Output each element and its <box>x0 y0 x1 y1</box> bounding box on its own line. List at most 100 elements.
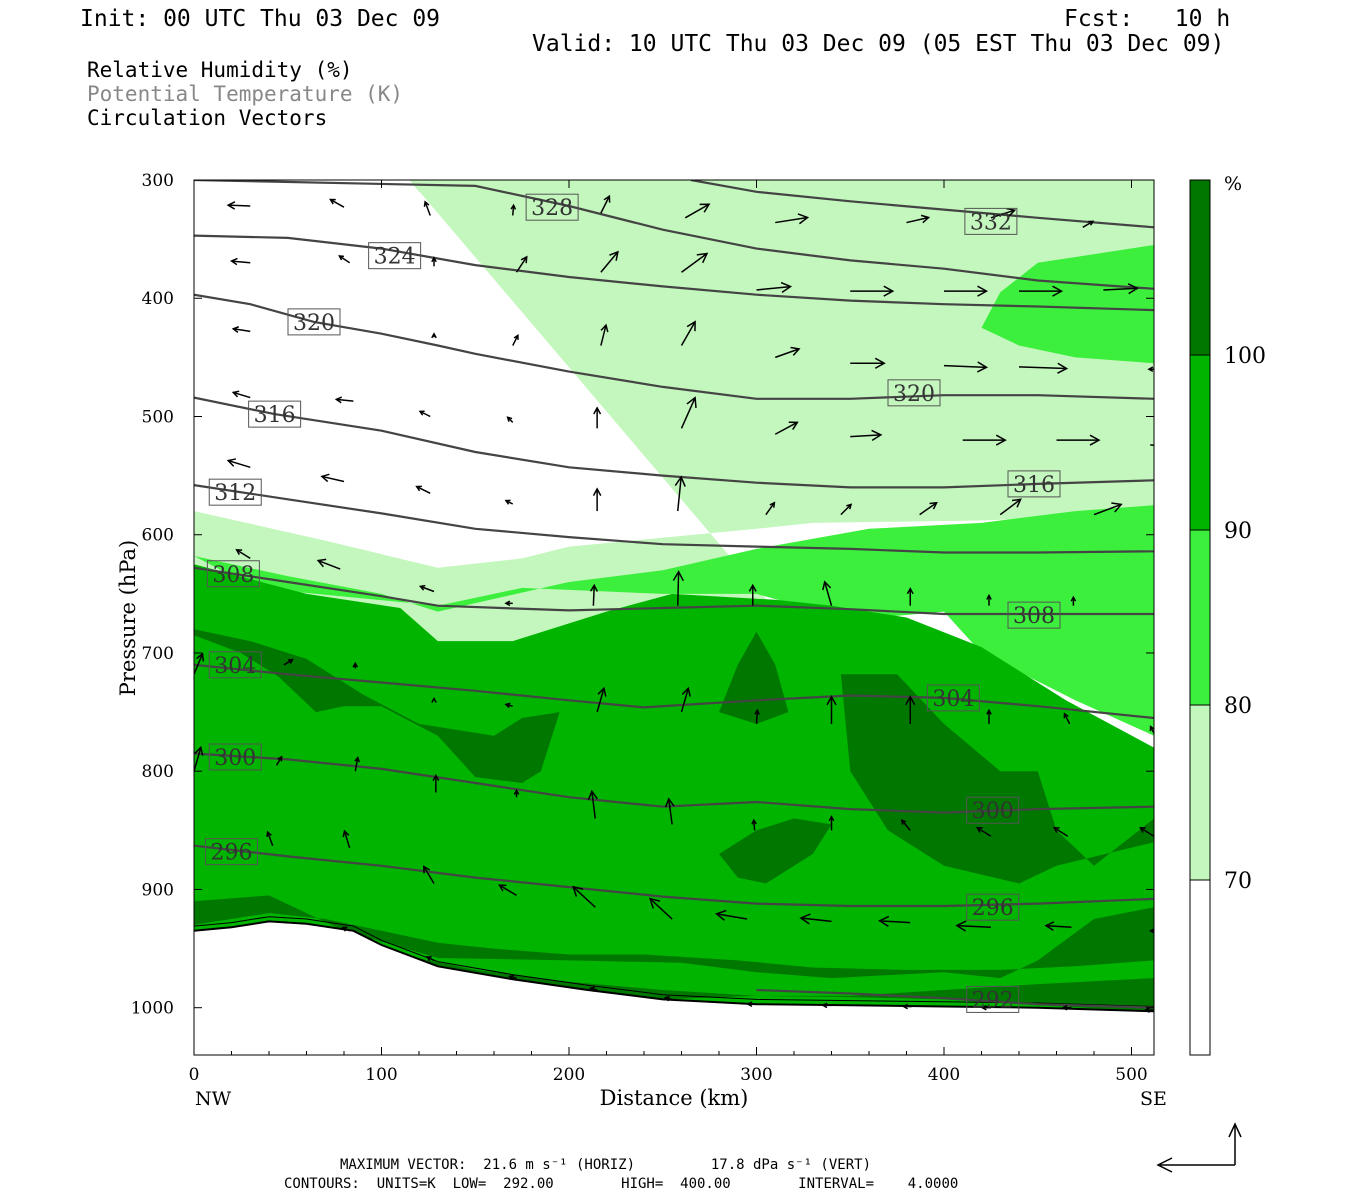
circulation-vector <box>231 390 251 399</box>
theta-contour-320 <box>194 293 1154 400</box>
circulation-vector <box>587 789 598 819</box>
x-tick-label: 0 <box>189 1065 200 1085</box>
circulation-vector <box>681 252 709 273</box>
circulation-vector <box>431 256 437 267</box>
circulation-vector <box>826 695 837 724</box>
circulation-vector <box>600 323 609 346</box>
theta-contour-label: 320 <box>287 308 341 336</box>
legend-relative-humidity: Relative Humidity (%) <box>87 58 353 82</box>
circulation-vector <box>878 915 911 927</box>
x-end-right-label: SE <box>1140 1088 1167 1110</box>
theta-contour-312 <box>194 484 1154 554</box>
circulation-vector <box>515 255 528 273</box>
circulation-vector <box>1149 928 1154 934</box>
svg-text:316: 316 <box>254 403 296 428</box>
circulation-vector <box>850 285 895 297</box>
circulation-vector <box>850 429 883 441</box>
rh-shading-region <box>194 629 560 783</box>
colorbar-tick-label: 70 <box>1224 869 1252 894</box>
y-tick-label: 800 <box>142 762 174 782</box>
x-tick-label: 300 <box>740 1065 772 1085</box>
colorbar-unit: % <box>1224 173 1242 195</box>
circulation-vector <box>508 974 517 981</box>
y-tick-label: 500 <box>142 407 174 427</box>
x-tick-label: 100 <box>365 1065 397 1085</box>
theta-contour-label: 328 <box>525 193 579 221</box>
theta-contour-label: 320 <box>887 379 941 407</box>
colorbar-segment <box>1189 179 1211 356</box>
circulation-vector <box>329 198 345 208</box>
circulation-vector <box>431 332 437 339</box>
colorbar-segment <box>1189 704 1211 881</box>
circulation-vector <box>986 708 992 724</box>
circulation-vector <box>944 285 989 297</box>
circulation-vector <box>600 250 619 273</box>
legend-circulation-vectors: Circulation Vectors <box>87 106 328 130</box>
svg-text:296: 296 <box>972 896 1014 921</box>
circulation-vector <box>1061 1004 1072 1011</box>
theta-contour-label: 316 <box>248 400 302 428</box>
svg-text:308: 308 <box>212 563 254 588</box>
circulation-vector <box>850 357 886 369</box>
svg-text:304: 304 <box>214 654 256 679</box>
circulation-vector <box>1139 826 1154 837</box>
circulation-vector <box>266 830 274 846</box>
circulation-vector <box>999 498 1022 516</box>
terrain-line-shadow <box>194 916 1154 1007</box>
circulation-vector <box>422 865 435 884</box>
circulation-vector <box>775 213 810 225</box>
svg-text:324: 324 <box>374 245 416 270</box>
circulation-vector <box>1082 220 1095 228</box>
circulation-vector <box>986 593 992 606</box>
theta-contour-label: 304 <box>208 651 262 679</box>
circulation-vector <box>592 487 602 512</box>
circulation-vector <box>589 583 599 606</box>
circulation-vector <box>680 320 696 346</box>
rh-shading-region <box>981 245 1154 364</box>
svg-text:300: 300 <box>214 746 256 771</box>
circulation-vector <box>799 913 832 925</box>
y-axis-label: Pressure (hPa) <box>116 540 140 696</box>
circulation-vector <box>774 346 801 359</box>
circulation-vector <box>1056 434 1101 446</box>
theta-contour-300 <box>194 752 1154 814</box>
plot-frame <box>193 179 1155 1056</box>
theta-contour-label: 308 <box>206 560 260 588</box>
colorbar-tick-label: 80 <box>1224 694 1252 719</box>
circulation-vector <box>1150 444 1154 446</box>
y-tick-label: 600 <box>142 526 174 546</box>
circulation-vector <box>1052 826 1069 837</box>
circulation-vector <box>1103 283 1139 295</box>
circulation-vector <box>1143 1007 1154 1013</box>
circulation-vector <box>596 686 607 713</box>
y-tick-label: 300 <box>142 171 174 191</box>
circulation-vector <box>342 829 351 849</box>
svg-text:300: 300 <box>972 799 1014 824</box>
circulation-vector <box>672 570 684 606</box>
svg-text:320: 320 <box>893 382 935 407</box>
reference-vector-icon <box>1156 1122 1242 1173</box>
theta-contour-label: 324 <box>368 242 422 270</box>
svg-text:332: 332 <box>970 210 1012 235</box>
forecast-hour: Fcst: 10 h <box>1064 6 1231 32</box>
circulation-vector <box>352 661 359 669</box>
theta-contour-label: 332 <box>964 207 1018 235</box>
circulation-vector <box>235 549 251 560</box>
circulation-vector <box>593 406 602 429</box>
theta-contour-label: 304 <box>926 684 980 712</box>
x-tick-label: 500 <box>1115 1065 1147 1085</box>
theta-contour-308 <box>194 566 1154 616</box>
theta-contour-label: 316 <box>1007 470 1061 498</box>
circulation-vector <box>600 194 611 214</box>
rh-shading-region <box>194 895 1154 979</box>
legend-potential-temperature: Potential Temperature (K) <box>87 82 404 106</box>
circulation-vector <box>354 756 360 772</box>
circulation-vector <box>513 788 520 798</box>
circulation-vector <box>962 434 1007 446</box>
theta-contour-296 <box>194 844 1154 908</box>
valid-time: Valid: 10 UTC Thu 03 Dec 09 (05 EST Thu … <box>532 31 1225 57</box>
circulation-vector <box>431 697 437 703</box>
circulation-vector <box>510 203 517 216</box>
circulation-vector <box>275 755 283 766</box>
x-tick-label: 400 <box>928 1065 960 1085</box>
